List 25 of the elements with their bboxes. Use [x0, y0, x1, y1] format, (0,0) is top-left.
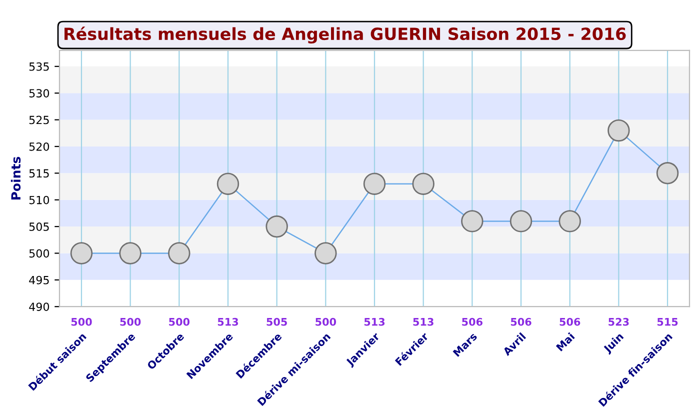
y-tick-label: 490: [29, 302, 50, 311]
y-tick-label: 515: [29, 169, 49, 178]
data-label: 515: [657, 318, 678, 326]
y-tick-label: 495: [29, 276, 49, 284]
y-tick-label: 530: [29, 89, 50, 98]
y-tick-label: 510: [29, 196, 50, 204]
y-tick-label: 535: [29, 62, 49, 71]
y-tick-label: 520: [29, 142, 50, 151]
data-label: 513: [364, 318, 385, 326]
data-label: 523: [608, 318, 629, 326]
data-label: 506: [510, 318, 532, 326]
data-label: 500: [71, 318, 92, 326]
data-label: 506: [560, 318, 580, 326]
y-tick-label: 525: [29, 116, 49, 124]
data-label: 513: [413, 318, 434, 326]
data-label: 500: [169, 318, 190, 326]
data-label: 500: [120, 318, 141, 326]
y-axis-title: Points: [10, 156, 21, 200]
data-label: 500: [316, 318, 336, 326]
data-label: 506: [462, 318, 482, 326]
chart-title: Résultats mensuels de Angelina GUERIN Saison 2015 - 2016: [64, 26, 626, 44]
data-label: 505: [266, 318, 287, 326]
data-label: 513: [218, 318, 238, 326]
y-tick-label: 500: [29, 249, 50, 258]
y-tick-label: 505: [29, 222, 49, 231]
